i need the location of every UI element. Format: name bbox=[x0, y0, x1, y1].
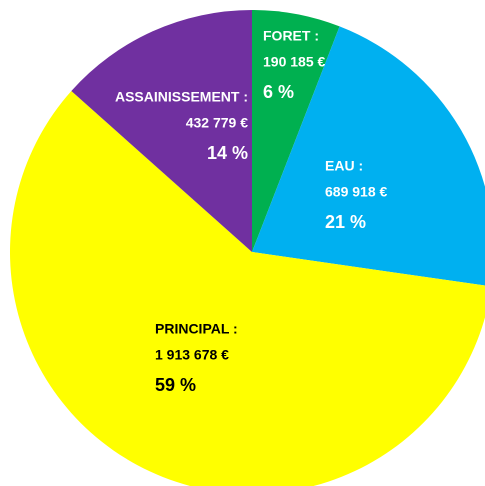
slice-percentage: 6 % bbox=[263, 82, 294, 102]
slice-percentage: 14 % bbox=[207, 143, 248, 163]
slice-category: FORET : bbox=[263, 28, 319, 44]
slice-category: PRINCIPAL : bbox=[155, 321, 238, 337]
pie-slice bbox=[71, 10, 252, 252]
slice-category: EAU : bbox=[325, 158, 363, 174]
slice-percentage: 21 % bbox=[325, 212, 366, 232]
slice-category: ASSAINISSEMENT : bbox=[115, 89, 248, 105]
slice-value: 689 918 € bbox=[325, 184, 387, 200]
slice-value: 1 913 678 € bbox=[155, 347, 229, 363]
slice-percentage: 59 % bbox=[155, 375, 196, 395]
pie-slice bbox=[10, 90, 485, 486]
slice-value: 432 779 € bbox=[186, 115, 248, 131]
slice-value: 190 185 € bbox=[263, 54, 325, 70]
pie-slice bbox=[252, 26, 485, 286]
pie-slice bbox=[252, 10, 340, 252]
